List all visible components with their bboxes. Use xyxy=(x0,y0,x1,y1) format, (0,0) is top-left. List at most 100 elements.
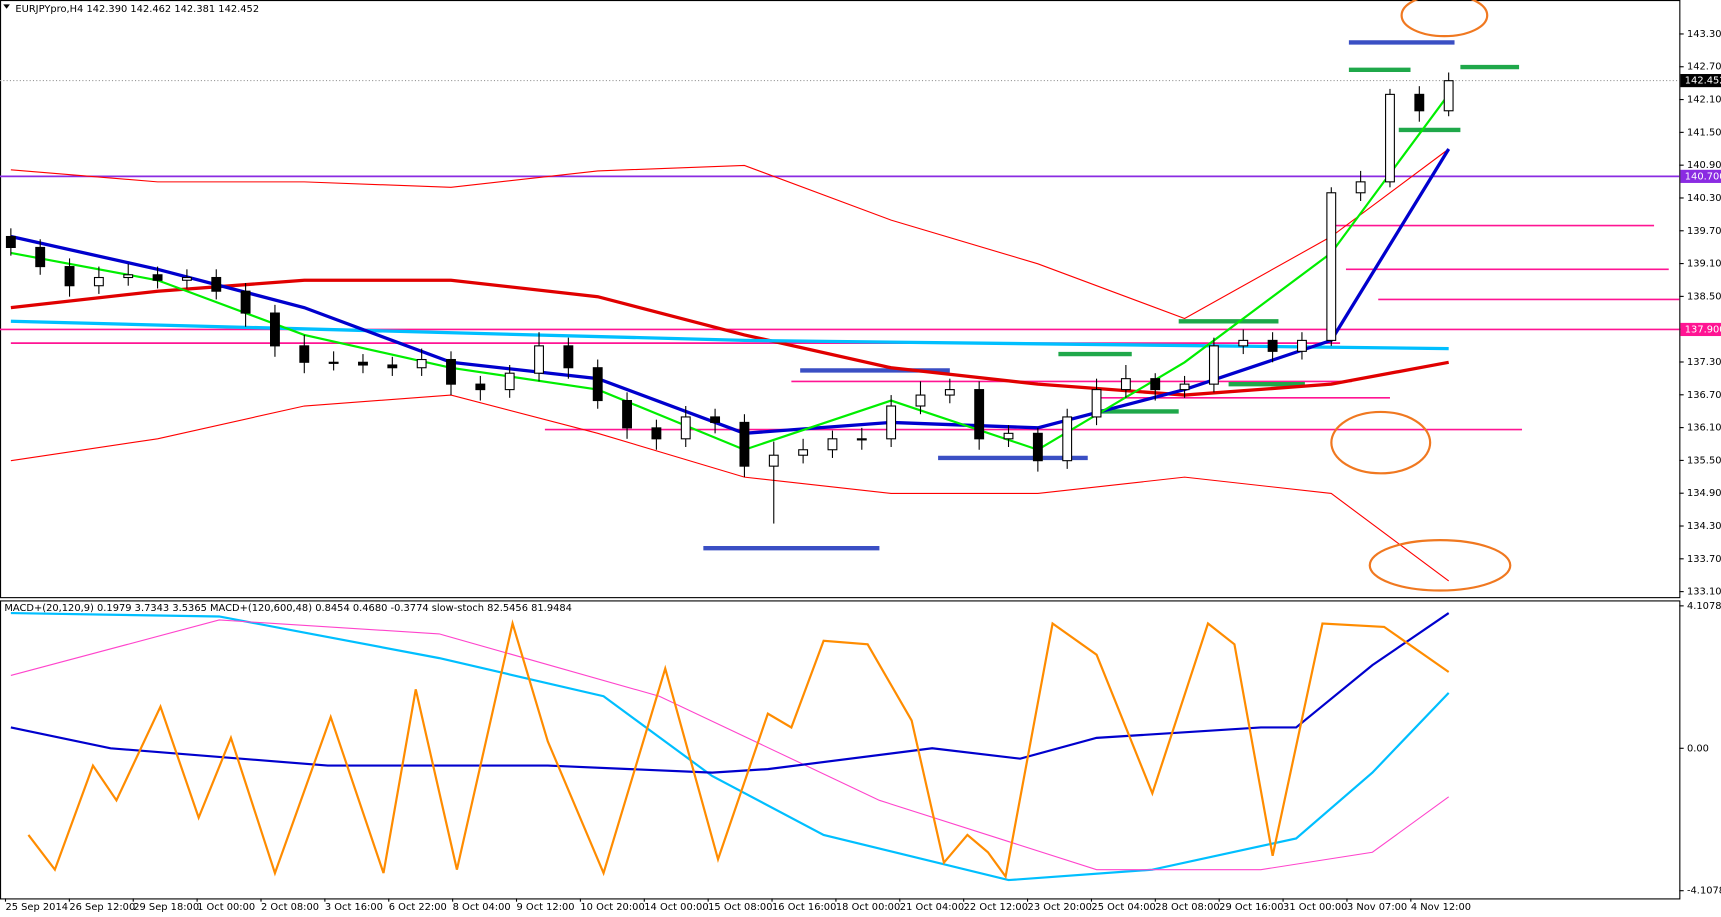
candle-body xyxy=(1355,181,1366,194)
main-plot: 143.305 142.705 142.105 141.505 140.905 140.3… xyxy=(0,29,1721,598)
candle-body xyxy=(1267,339,1278,352)
candle-body xyxy=(798,449,809,456)
x-tick-label: 28 Oct 08:00 xyxy=(1155,902,1219,913)
candle-body xyxy=(827,438,838,451)
candle-body xyxy=(944,389,955,396)
indicator-line xyxy=(10,148,1450,320)
indicator-line xyxy=(10,619,1450,871)
y-tick-label: 137.305 xyxy=(1687,357,1721,368)
annotation-ellipse xyxy=(1330,410,1432,475)
candle-body xyxy=(974,389,985,440)
candle-body xyxy=(93,276,104,287)
candle-body xyxy=(1326,192,1337,341)
y-tick-label: 134.905 xyxy=(1687,488,1721,499)
candle-body xyxy=(1150,378,1161,391)
x-tick-label: 25 Oct 04:00 xyxy=(1091,902,1155,913)
annotation-ellipse xyxy=(1400,0,1489,38)
level-label: 137.900 xyxy=(1685,324,1721,335)
candle-body xyxy=(1385,93,1395,183)
candle-body xyxy=(5,235,16,249)
main-panel-frame xyxy=(0,0,1681,599)
chart-title: EURJPYpro,H4 142.390 142.462 142.381 142… xyxy=(15,4,259,15)
x-tick-label: 29 Oct 16:00 xyxy=(1219,902,1283,913)
candle-body xyxy=(475,383,486,391)
y-tick-label: 133.705 xyxy=(1687,554,1721,565)
y-tick-label: 136.105 xyxy=(1687,423,1721,434)
x-tick-label: 29 Sep 18:00 xyxy=(133,902,199,913)
candle-body xyxy=(1414,93,1425,112)
candle-body xyxy=(328,361,339,364)
y-tick-label: 139.105 xyxy=(1687,259,1721,270)
y-tick-label: 138.505 xyxy=(1687,291,1721,302)
x-tick-label: 8 Oct 04:00 xyxy=(453,902,511,913)
candle-body xyxy=(768,454,779,467)
candle-body xyxy=(1062,416,1073,462)
x-tick-label: 4 Nov 12:00 xyxy=(1411,902,1471,913)
x-tick-label: 3 Oct 16:00 xyxy=(325,902,383,913)
y-tick-label: 140.305 xyxy=(1687,193,1721,204)
candle-body xyxy=(240,290,251,314)
x-tick-label: 25 Sep 2014 xyxy=(5,902,68,913)
x-tick-label: 23 Oct 20:00 xyxy=(1028,902,1092,913)
candle-body xyxy=(1120,378,1131,391)
x-tick-label: 21 Oct 04:00 xyxy=(900,902,964,913)
y-tick-label: -4.1078 xyxy=(1687,886,1721,897)
candle-body xyxy=(651,427,662,440)
candle-body xyxy=(504,372,515,391)
candle-body xyxy=(739,421,750,467)
y-tick-label: 142.105 xyxy=(1687,95,1721,106)
candle-body xyxy=(534,345,544,374)
candle-body xyxy=(886,405,897,440)
x-tick-label: 10 Oct 20:00 xyxy=(580,902,644,913)
candle-body xyxy=(1238,339,1249,347)
x-tick-label: 16 Oct 16:00 xyxy=(772,902,836,913)
x-tick-label: 15 Oct 08:00 xyxy=(708,902,772,913)
candle-body xyxy=(856,438,867,441)
candle-body xyxy=(358,361,368,366)
candle-body xyxy=(387,364,398,369)
y-tick-label: 139.705 xyxy=(1687,226,1721,237)
level-label-box xyxy=(1680,169,1721,183)
candle-body xyxy=(710,416,721,423)
x-tick-label: 6 Oct 22:00 xyxy=(389,902,447,913)
candle-body xyxy=(680,416,691,440)
candle-body xyxy=(181,276,192,281)
menu-triangle[interactable] xyxy=(3,4,10,9)
candle-body xyxy=(446,358,456,385)
y-tick-label: 141.505 xyxy=(1687,127,1721,138)
x-tick-label: 22 Oct 12:00 xyxy=(964,902,1028,913)
x-tick-label: 14 Oct 00:00 xyxy=(644,902,708,913)
indicator-line xyxy=(10,612,1450,774)
indicator-panel-frame xyxy=(0,600,1681,900)
candle-body xyxy=(1179,383,1190,391)
candle-body xyxy=(1297,339,1307,352)
indicator-line xyxy=(10,278,1449,397)
indicator-line xyxy=(10,394,1450,582)
x-tick-label: 18 Oct 00:00 xyxy=(836,902,900,913)
x-tick-label: 26 Sep 12:00 xyxy=(69,902,135,913)
x-tick-label: 3 Nov 07:00 xyxy=(1347,902,1407,913)
candle-body xyxy=(1032,432,1043,462)
candle-body xyxy=(1208,345,1219,385)
candle-body xyxy=(35,246,46,268)
candle-body xyxy=(1443,80,1454,112)
y-tick-label: 136.705 xyxy=(1687,390,1721,401)
candle-body xyxy=(152,274,163,281)
y-tick-label: 133.105 xyxy=(1687,587,1721,598)
level-label: 140.700 xyxy=(1685,171,1721,182)
last-price-box xyxy=(1680,74,1721,88)
level-label-box xyxy=(1680,322,1721,337)
annotation-ellipse xyxy=(1368,539,1512,592)
candle-body xyxy=(64,266,75,287)
candle-body xyxy=(915,394,926,407)
candle-body xyxy=(270,312,280,347)
y-tick-label: 0.00 xyxy=(1687,743,1709,754)
candle-body xyxy=(622,399,632,429)
candle-body xyxy=(299,345,310,363)
y-tick-label: 143.305 xyxy=(1687,29,1721,40)
last-price-label: 142.452 xyxy=(1685,76,1721,87)
candle-body xyxy=(592,367,603,402)
y-tick-label: 134.305 xyxy=(1687,521,1721,532)
x-tick-label: 2 Oct 08:00 xyxy=(261,902,319,913)
